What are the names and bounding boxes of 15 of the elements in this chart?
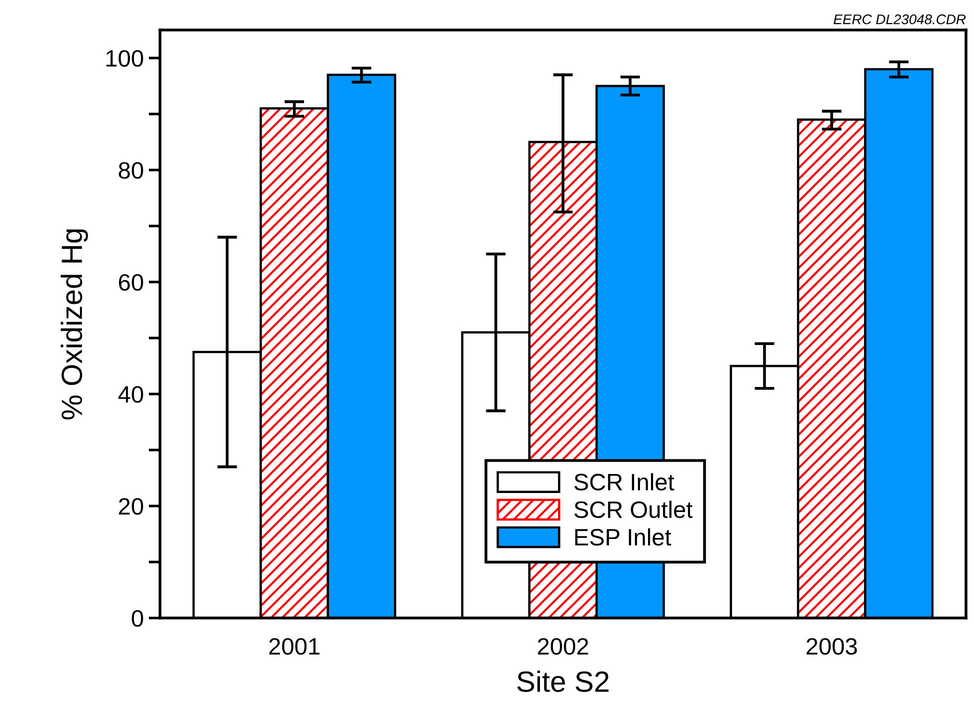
legend-label: SCR Inlet [574,473,674,490]
legend-label: SCR Outlet [574,500,693,518]
y-axis-title: % Oxidized Hg [60,229,88,420]
x-axis-title: Site S2 [517,670,609,692]
y-tick-label: 20 [118,498,144,515]
text: EERC DL23048.CDR [834,14,966,24]
y-tick-label: 40 [118,386,144,403]
y-tick-label: 60 [118,274,144,291]
x-tick-label: 2001 [269,638,320,655]
x-tick-label: 2002 [538,638,588,655]
y-tick-label: 80 [118,162,144,179]
legend-label: ESP Inlet [575,528,672,546]
x-tick-label: 2003 [806,638,857,655]
y-tick-label: 0 [132,610,144,627]
y-tick-label: 100 [106,50,144,67]
